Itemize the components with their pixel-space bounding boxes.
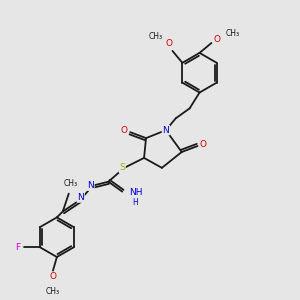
Text: F: F	[15, 243, 20, 252]
Text: O: O	[214, 34, 221, 43]
Text: NH: NH	[129, 188, 143, 197]
Text: N: N	[77, 193, 84, 202]
Text: CH₃: CH₃	[225, 28, 239, 38]
Text: S: S	[119, 163, 125, 172]
Text: H: H	[132, 198, 138, 207]
Text: N: N	[163, 126, 169, 135]
Text: O: O	[165, 40, 172, 49]
Text: O: O	[50, 272, 56, 281]
Text: CH₃: CH₃	[64, 178, 78, 188]
Text: CH₃: CH₃	[46, 287, 60, 296]
Text: O: O	[121, 126, 128, 135]
Text: CH₃: CH₃	[148, 32, 163, 40]
Text: O: O	[200, 140, 207, 148]
Text: N: N	[87, 181, 94, 190]
